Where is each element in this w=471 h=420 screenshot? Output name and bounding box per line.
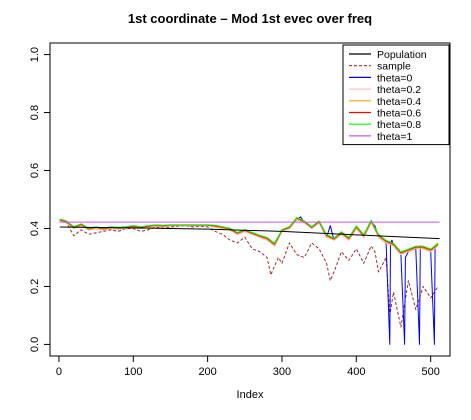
x-tick-label: 500	[421, 366, 439, 378]
legend-label: theta=1	[377, 131, 412, 143]
legend: Populationsampletheta=0theta=0.2theta=0.…	[342, 44, 450, 146]
legend-box	[342, 44, 450, 146]
y-tick-label: 0.8	[29, 105, 41, 120]
chart-title: 1st coordinate – Mod 1st evec over freq	[128, 11, 372, 26]
series-line-theta-0-6	[59, 217, 439, 254]
legend-label: theta=0	[377, 72, 412, 84]
x-tick-label: 0	[56, 366, 62, 378]
legend-label: sample	[377, 61, 411, 73]
legend-label: theta=0.8	[377, 119, 421, 131]
x-tick-label: 300	[273, 366, 291, 378]
y-axis: 0.0 0.2 0.4 0.6 0.8 1.0	[29, 47, 50, 352]
legend-label: Population	[377, 49, 427, 61]
legend-label: theta=0.2	[377, 84, 421, 96]
y-tick-label: 0.6	[29, 163, 41, 178]
x-axis: 0 100 200 300 400 500	[56, 356, 440, 378]
y-tick-label: 0.4	[29, 221, 41, 236]
series-line-theta-0-8	[59, 217, 439, 253]
x-tick-label: 400	[347, 366, 365, 378]
y-tick-label: 0.0	[29, 337, 41, 352]
x-tick-label: 200	[198, 366, 216, 378]
y-tick-label: 0.2	[29, 279, 41, 294]
legend-label: theta=0.4	[377, 96, 421, 108]
x-axis-label: Index	[237, 389, 264, 401]
x-tick-label: 100	[124, 366, 142, 378]
legend-label: theta=0.6	[377, 108, 421, 120]
plot-frame	[49, 42, 451, 357]
series-line-population	[59, 226, 440, 240]
series-layer	[59, 216, 440, 345]
y-tick-label: 1.0	[29, 47, 41, 62]
